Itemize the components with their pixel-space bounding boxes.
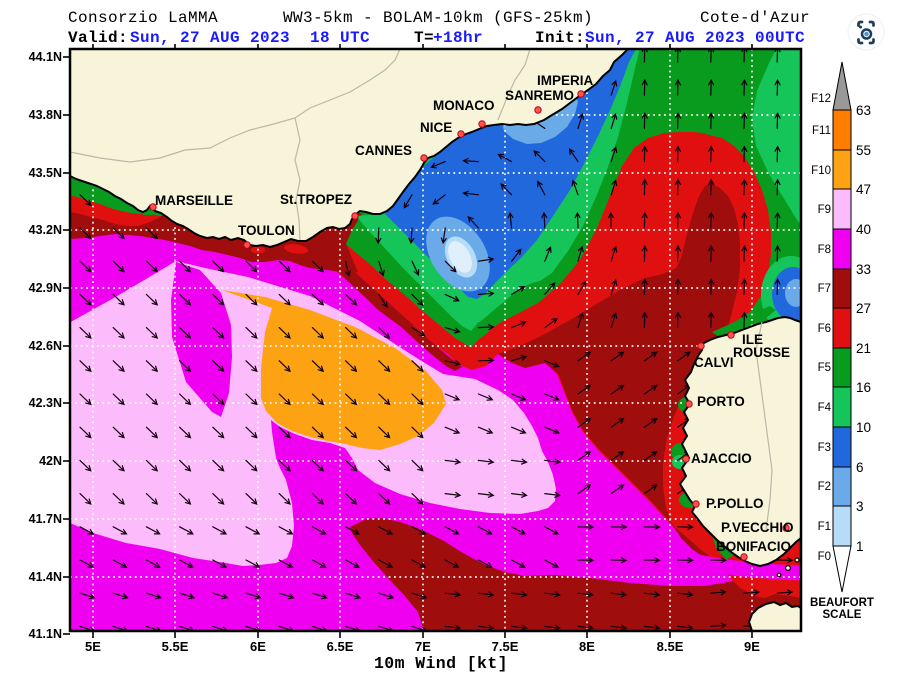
svg-text:TOULON: TOULON <box>238 223 295 238</box>
svg-text:Consorzio LaMMA: Consorzio LaMMA <box>68 9 218 27</box>
svg-text:F12: F12 <box>811 93 831 105</box>
svg-text:55: 55 <box>856 143 871 158</box>
svg-text:BONIFACIO: BONIFACIO <box>716 539 791 554</box>
svg-text:SCALE: SCALE <box>823 609 862 621</box>
svg-text:47: 47 <box>856 182 871 197</box>
svg-text:F4: F4 <box>818 402 832 414</box>
svg-text:Valid:: Valid: <box>68 29 128 47</box>
svg-text:42N: 42N <box>39 454 62 468</box>
svg-text:1: 1 <box>856 539 864 554</box>
svg-text:Init:: Init: <box>535 29 585 47</box>
svg-text:F5: F5 <box>818 362 831 374</box>
svg-text:44.1N: 44.1N <box>29 50 62 64</box>
svg-text:63: 63 <box>856 103 871 118</box>
svg-text:16: 16 <box>856 380 871 395</box>
svg-text:6E: 6E <box>250 639 266 654</box>
svg-text:6.5E: 6.5E <box>327 639 354 654</box>
svg-text:MONACO: MONACO <box>433 98 495 113</box>
svg-text:SANREMO: SANREMO <box>505 88 574 103</box>
svg-text:9E: 9E <box>744 639 760 654</box>
svg-text:8.5E: 8.5E <box>657 639 684 654</box>
svg-text:6: 6 <box>856 460 864 475</box>
svg-text:F1: F1 <box>818 521 831 533</box>
svg-text:42.9N: 42.9N <box>29 281 62 295</box>
svg-text:F7: F7 <box>818 283 831 295</box>
svg-text:F0: F0 <box>818 551 831 563</box>
svg-text:41.4N: 41.4N <box>29 570 62 584</box>
svg-text:43.8N: 43.8N <box>29 108 62 122</box>
svg-text:42.6N: 42.6N <box>29 339 62 353</box>
svg-text:43.5N: 43.5N <box>29 166 62 180</box>
svg-text:AJACCIO: AJACCIO <box>691 451 752 466</box>
svg-text:33: 33 <box>856 262 871 277</box>
svg-text:F3: F3 <box>818 442 831 454</box>
svg-text:41.1N: 41.1N <box>29 627 62 641</box>
svg-text:ROUSSE: ROUSSE <box>733 345 790 360</box>
svg-text:WW3-5km - BOLAM-10km (GFS-25km: WW3-5km - BOLAM-10km (GFS-25km) <box>283 9 593 27</box>
svg-text:41.7N: 41.7N <box>29 512 62 526</box>
svg-text:P.POLLO: P.POLLO <box>706 496 764 511</box>
svg-text:F6: F6 <box>818 323 831 335</box>
svg-text:21: 21 <box>856 341 871 356</box>
svg-text:F2: F2 <box>818 481 831 493</box>
svg-text:27: 27 <box>856 301 871 316</box>
svg-text:BEAUFORT: BEAUFORT <box>810 597 874 609</box>
svg-text:7E: 7E <box>415 639 431 654</box>
svg-text:P.VECCHIO: P.VECCHIO <box>721 520 794 535</box>
svg-text:F11: F11 <box>812 125 831 137</box>
svg-text:43.2N: 43.2N <box>29 223 62 237</box>
svg-text:F9: F9 <box>818 204 831 216</box>
svg-text:CANNES: CANNES <box>355 143 412 158</box>
svg-text:St.TROPEZ: St.TROPEZ <box>280 192 352 207</box>
svg-text:10m Wind [kt]: 10m Wind [kt] <box>374 654 508 673</box>
svg-text:5.5E: 5.5E <box>162 639 189 654</box>
svg-text:42.3N: 42.3N <box>29 396 62 410</box>
svg-text:PORTO: PORTO <box>697 394 745 409</box>
svg-text:10: 10 <box>856 420 871 435</box>
svg-text:T=: T= <box>414 29 434 47</box>
svg-text:7.5E: 7.5E <box>492 639 519 654</box>
svg-text:IMPERIA: IMPERIA <box>537 73 594 88</box>
svg-text:ILE: ILE <box>742 332 763 347</box>
svg-text:40: 40 <box>856 222 871 237</box>
svg-text:3: 3 <box>856 499 864 514</box>
svg-text:F8: F8 <box>818 244 831 256</box>
svg-text:+18hr: +18hr <box>433 29 483 47</box>
svg-text:Sun, 27 AUG 2023 18 UTC: Sun, 27 AUG 2023 18 UTC <box>130 29 370 47</box>
svg-text:Cote-d'Azur: Cote-d'Azur <box>700 9 810 27</box>
svg-text:NICE: NICE <box>420 120 452 135</box>
svg-text:8E: 8E <box>579 639 595 654</box>
svg-text:F10: F10 <box>811 165 831 177</box>
svg-text:CALVI: CALVI <box>694 355 734 370</box>
svg-text:5E: 5E <box>85 639 101 654</box>
svg-text:MARSEILLE: MARSEILLE <box>155 193 233 208</box>
svg-text:Sun, 27 AUG 2023 00UTC: Sun, 27 AUG 2023 00UTC <box>585 29 805 47</box>
